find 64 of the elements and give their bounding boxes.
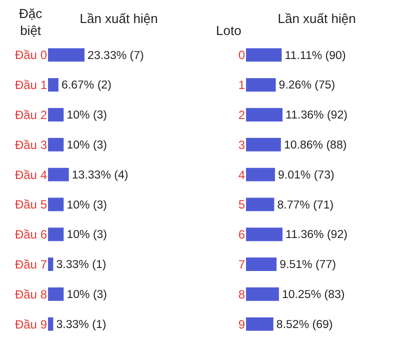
bar	[48, 138, 64, 152]
bar	[246, 258, 277, 271]
data-label: 10% (3)	[66, 229, 108, 242]
bar	[246, 108, 282, 122]
data-label: 3.33% (1)	[56, 318, 106, 331]
data-label: 11.36% (92)	[286, 110, 348, 122]
y-tick-label: Đầu 3	[14, 138, 48, 152]
data-label: 10.86% (88)	[284, 139, 347, 152]
data-label: 10.25% (83)	[282, 288, 345, 301]
y-tick-label: 8	[238, 287, 246, 302]
y-tick-label: 9	[238, 317, 246, 332]
data-label: 8.52% (69)	[276, 318, 333, 331]
data-label: 10% (3)	[66, 139, 108, 152]
bar	[48, 258, 54, 271]
y-axis-title: Đặc biệt	[19, 6, 43, 38]
bar	[246, 168, 275, 182]
data-label: 10% (3)	[66, 110, 108, 122]
bar	[48, 108, 64, 122]
bar	[48, 168, 69, 182]
bar	[246, 198, 274, 212]
y-tick-label: 2	[238, 108, 246, 122]
y-axis-title: Loto	[216, 23, 242, 38]
y-tick-label: Đầu 4	[14, 168, 48, 182]
data-label: 9.51% (77)	[280, 259, 336, 272]
data-label: 13.33% (4)	[72, 169, 128, 182]
bar	[48, 198, 64, 212]
bar	[246, 287, 279, 301]
y-tick-label: Đầu 0	[14, 48, 48, 62]
text: Lần xuất hiện	[278, 10, 356, 26]
data-label: 10% (3)	[66, 288, 108, 301]
bar	[48, 228, 64, 242]
y-tick-label: 0	[238, 48, 246, 62]
bar	[246, 78, 276, 92]
y-tick-label: Đầu 1	[14, 78, 48, 92]
bar	[48, 78, 58, 92]
bar	[48, 317, 54, 331]
data-label: 9.01% (73)	[278, 169, 334, 182]
y-tick-label: Đầu 9	[14, 317, 48, 332]
data-label: 8.77% (71)	[277, 199, 334, 212]
bar	[246, 48, 282, 62]
y-tick-label: Đầu 6	[14, 228, 48, 242]
data-label: 11.11% (90)	[284, 50, 346, 62]
y-tick-label: 1	[238, 78, 246, 92]
y-tick-label: 7	[238, 257, 246, 272]
bar	[246, 317, 274, 331]
y-tick-label: 4	[238, 168, 246, 182]
bar	[246, 228, 282, 242]
y-tick-label: 6	[238, 228, 246, 242]
y-tick-label: Đầu 8	[14, 287, 48, 302]
data-label: 9.26% (75)	[278, 80, 336, 92]
y-tick-label: Đầu 2	[14, 108, 48, 122]
data-label: 23.33% (7)	[88, 50, 144, 62]
data-label: 10% (3)	[66, 199, 108, 212]
data-label: 6.67% (2)	[61, 80, 112, 92]
text: Lần xuất hiện	[80, 10, 158, 26]
y-tick-label: 3	[238, 138, 246, 152]
y-tick-label: Đầu 7	[14, 257, 48, 272]
y-tick-label: Đầu 5	[14, 198, 48, 212]
data-label: 11.36% (92)	[286, 229, 348, 242]
data-label: 3.33% (1)	[56, 259, 106, 272]
y-tick-label: 5	[238, 198, 246, 212]
bar	[48, 287, 64, 301]
bar	[48, 48, 84, 62]
bar	[246, 138, 281, 152]
